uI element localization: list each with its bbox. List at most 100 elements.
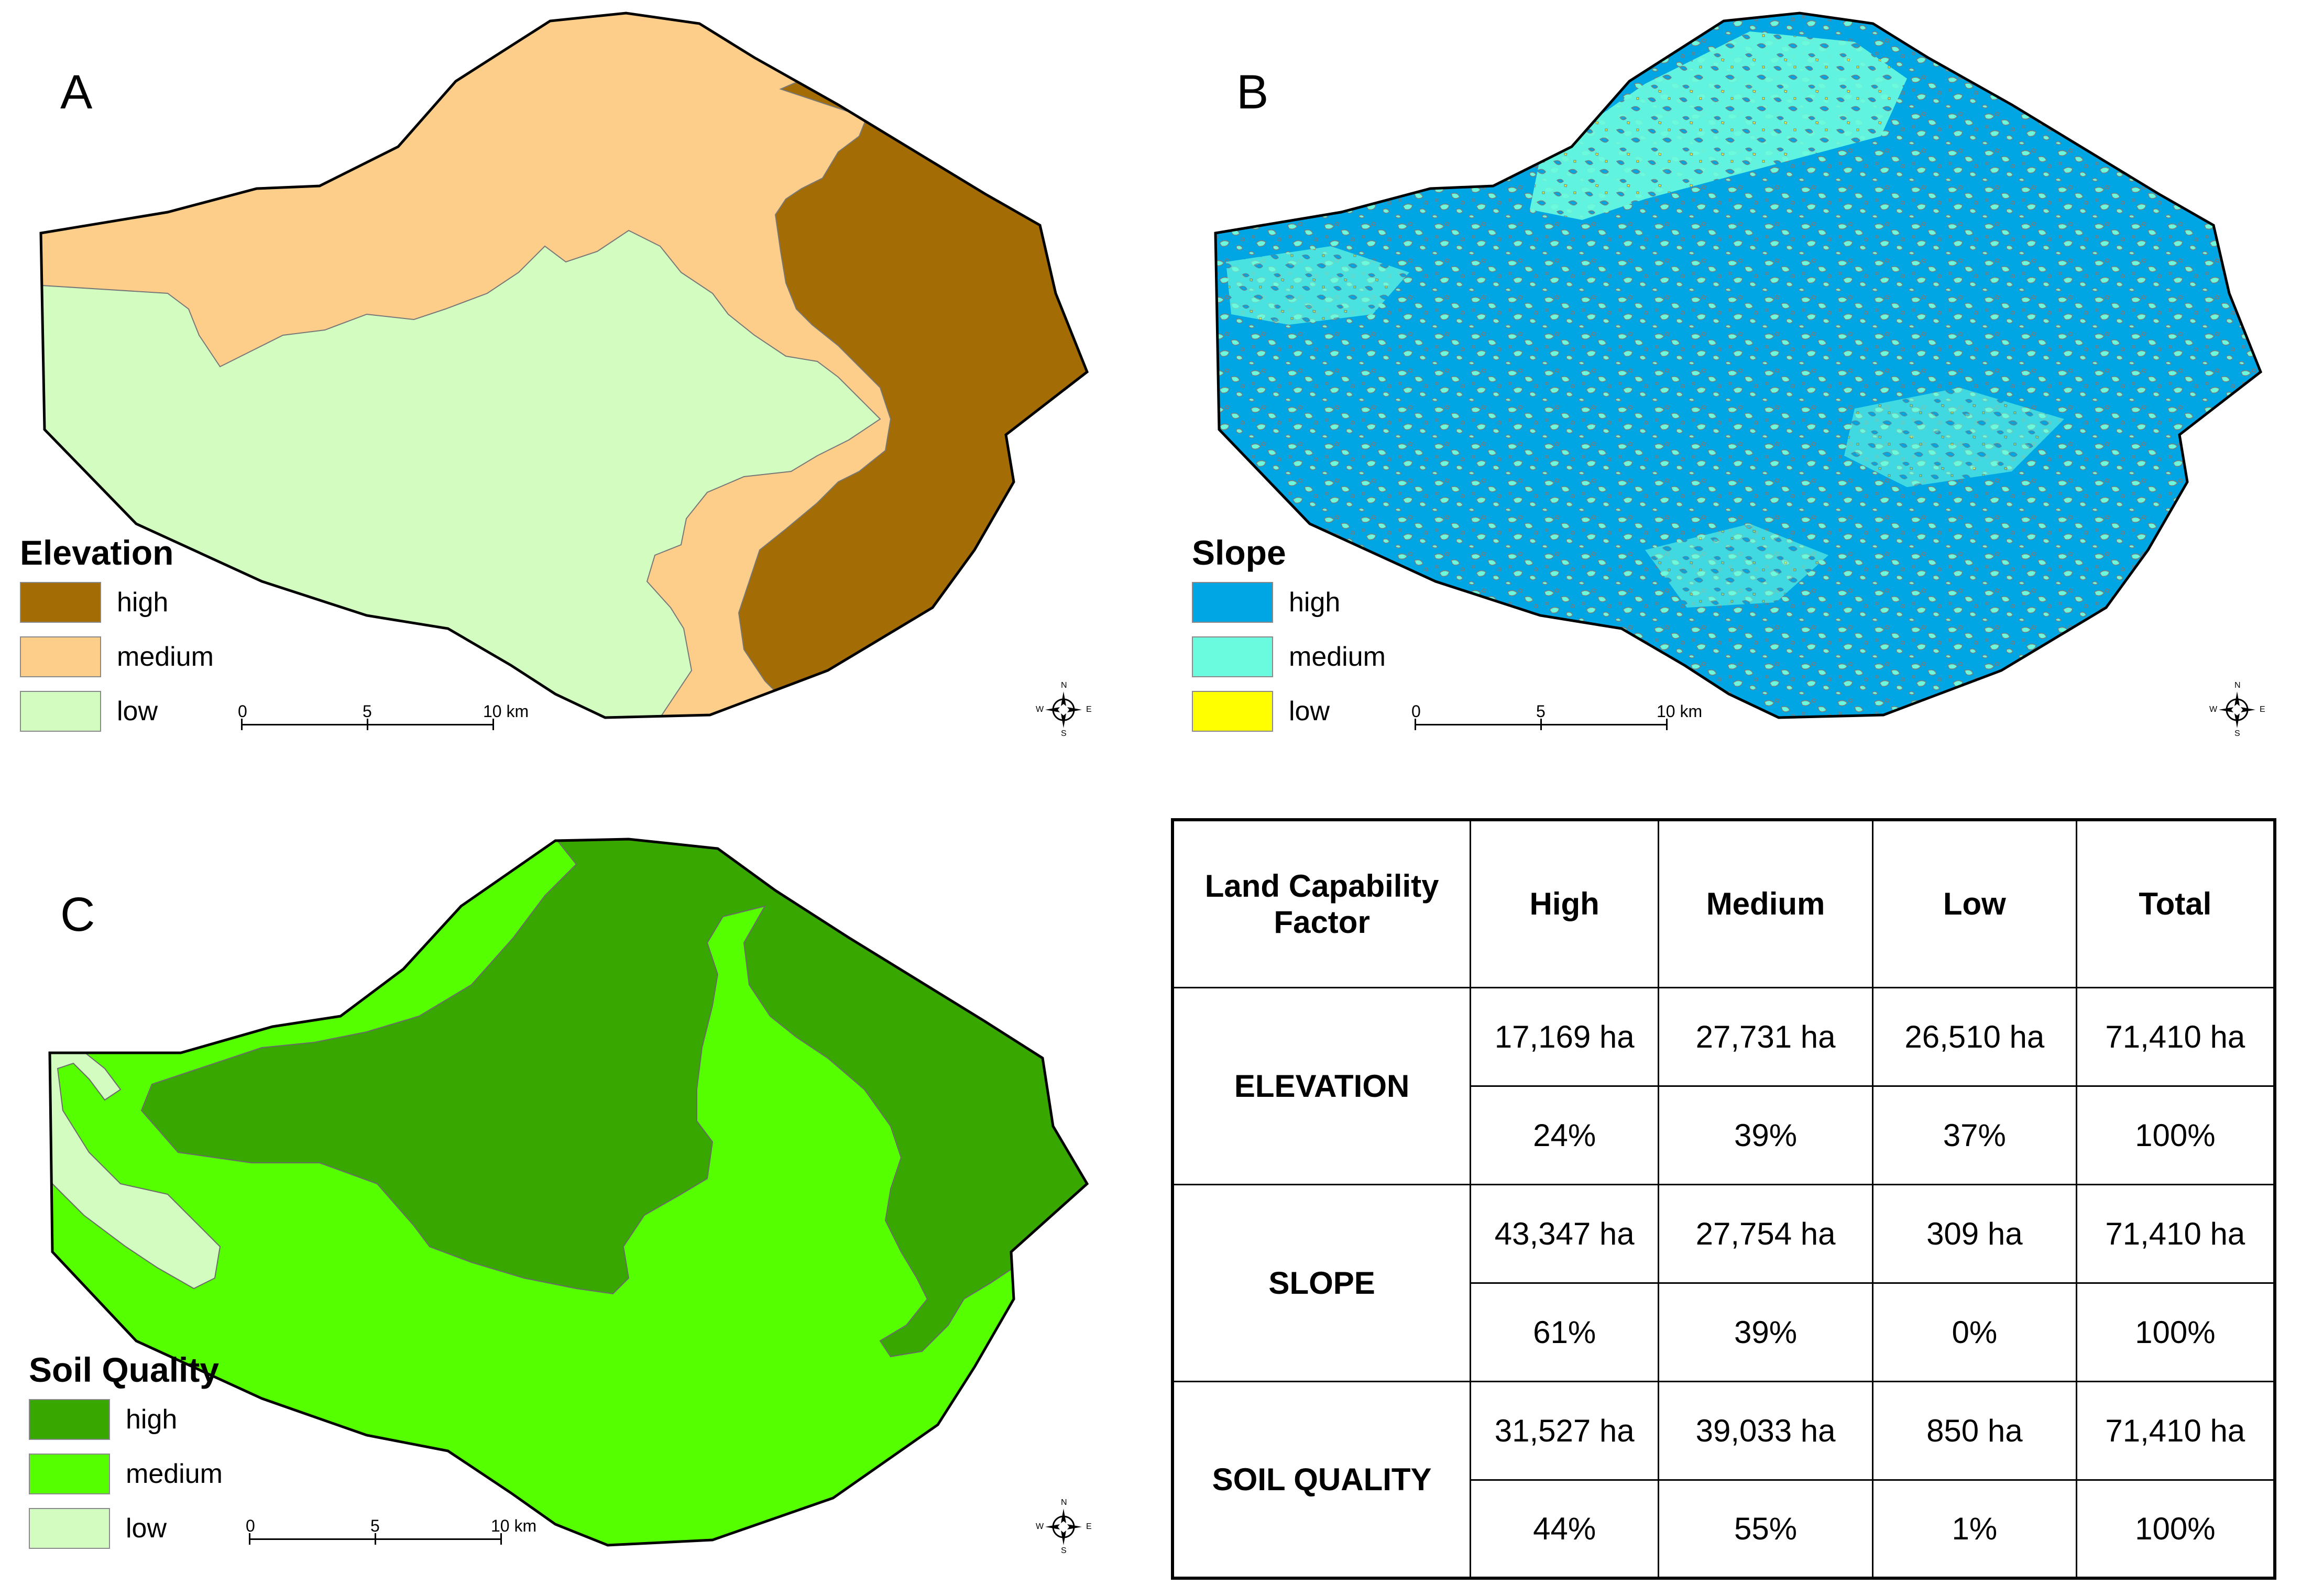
legend-item-low: low [29, 1507, 223, 1549]
table-cell: 100% [2075, 1085, 2276, 1185]
soil-quality-legend: Soil Quality high medium low [29, 1352, 223, 1562]
elevation-map [0, 0, 1126, 760]
legend-label: medium [117, 642, 214, 672]
legend-label: medium [126, 1459, 223, 1489]
legend-swatch-low [29, 1508, 110, 1549]
soil-low-zone [50, 1047, 221, 1290]
table-cell: 17,169 ha [1470, 986, 1660, 1087]
legend-swatch-medium [20, 636, 101, 677]
header-land-capability-factor: Land Capability Factor [1171, 819, 1472, 988]
legend-label: low [1289, 696, 1330, 727]
header-low: Low [1871, 819, 2077, 988]
factor-elevation: ELEVATION [1171, 986, 1472, 1185]
elevation-legend: Elevation high medium low [20, 535, 214, 745]
legend-item-low: low [1192, 690, 1386, 732]
panel-letter-a: A [60, 65, 93, 119]
table-header-row: Land Capability Factor High Medium Low T… [1171, 819, 2276, 988]
panel-letter-b: B [1236, 65, 1269, 119]
table-cell: 39,033 ha [1658, 1380, 1873, 1481]
legend-title: Soil Quality [29, 1350, 220, 1389]
table-cell: 43,347 ha [1470, 1183, 1660, 1284]
header-total: Total [2075, 819, 2276, 988]
legend-item-high: high [1192, 581, 1386, 623]
legend-swatch-high [20, 582, 101, 623]
legend-item-medium: medium [20, 636, 214, 678]
table-row: 61% 39% 0% 100% [1173, 1282, 2276, 1382]
legend-swatch-medium [29, 1454, 110, 1494]
scale-label-10km: 10 km [491, 1516, 537, 1535]
table-cell: 71,410 ha [2075, 986, 2276, 1087]
panel-soil-quality-map: C Soil Quality high medium low 0 5 10 km… [0, 817, 1126, 1596]
header-high: High [1470, 819, 1660, 988]
table-row: 24% 39% 37% 100% [1173, 1085, 2276, 1185]
legend-item-low: low [20, 690, 214, 732]
table-cell: 61% [1470, 1282, 1660, 1382]
table-cell: 71,410 ha [2075, 1183, 2276, 1284]
legend-item-high: high [29, 1399, 223, 1440]
table-cell: 100% [2075, 1479, 2276, 1579]
table-cell: 26,510 ha [1871, 986, 2077, 1087]
panel-elevation-map: A Elevation high medium low 0 5 10 km N … [0, 0, 1126, 760]
legend-title: Elevation [20, 533, 174, 572]
scale-label-0: 0 [246, 1516, 255, 1535]
scale-label-0: 0 [238, 702, 247, 721]
table-cell: 31,527 ha [1470, 1380, 1660, 1481]
header-medium: Medium [1658, 819, 1873, 988]
table-row: SLOPE 43,347 ha 27,754 ha 309 ha 71,410 … [1171, 1183, 2276, 1382]
legend-item-medium: medium [1192, 636, 1386, 678]
table-cell: 100% [2075, 1282, 2276, 1382]
table-cell: 44% [1470, 1479, 1660, 1579]
table-row: 44% 55% 1% 100% [1173, 1479, 2276, 1579]
legend-label: low [126, 1513, 167, 1544]
legend-label: low [117, 696, 158, 727]
scale-label-10km: 10 km [483, 702, 529, 721]
legend-swatch-high [1192, 582, 1273, 623]
slope-medium-zone [1530, 31, 1907, 220]
panel-letter-c: C [60, 888, 95, 941]
scale-label-5: 5 [370, 1516, 380, 1535]
legend-item-high: high [20, 581, 214, 623]
north-arrow-icon: N S W E [1036, 681, 1092, 738]
legend-label: high [117, 587, 169, 618]
legend-label: high [126, 1404, 178, 1435]
slope-legend: Slope high medium low [1192, 535, 1386, 745]
table-cell: 27,731 ha [1658, 986, 1873, 1087]
legend-label: medium [1289, 642, 1386, 672]
slope-map [1174, 0, 2301, 760]
table-cell: 24% [1470, 1085, 1660, 1185]
table-cell: 37% [1871, 1085, 2077, 1185]
legend-title: Slope [1192, 533, 1286, 572]
scale-bar: 0 5 10 km [246, 1516, 536, 1553]
table-cell: 55% [1658, 1479, 1873, 1579]
scale-bar: 0 5 10 km [238, 702, 529, 739]
legend-swatch-medium [1192, 636, 1273, 677]
scale-label-10km: 10 km [1657, 702, 1703, 721]
soil-quality-map [0, 817, 1126, 1596]
north-arrow-icon: N S W E [2209, 681, 2265, 738]
legend-swatch-low [1192, 691, 1273, 732]
legend-swatch-low [20, 691, 101, 732]
table-cell: 71,410 ha [2075, 1380, 2276, 1481]
land-capability-table: Land Capability Factor High Medium Low T… [1171, 818, 2276, 1580]
scale-label-0: 0 [1411, 702, 1421, 721]
table-cell: 1% [1871, 1479, 2077, 1579]
legend-item-medium: medium [29, 1453, 223, 1495]
soil-high-zone [140, 839, 1087, 1358]
table-row: ELEVATION 17,169 ha 27,731 ha 26,510 ha … [1171, 986, 2276, 1185]
table-cell: 39% [1658, 1085, 1873, 1185]
table-cell: 27,754 ha [1658, 1183, 1873, 1284]
scale-bar: 0 5 10 km [1411, 702, 1702, 739]
panel-slope-map: B Slope high medium low 0 5 10 km N S W … [1174, 0, 2301, 760]
factor-soil-quality: SOIL QUALITY [1171, 1380, 1472, 1579]
north-arrow-icon: N S W E [1036, 1498, 1092, 1555]
table-row: SOIL QUALITY 31,527 ha 39,033 ha 850 ha … [1171, 1380, 2276, 1579]
table-cell: 39% [1658, 1282, 1873, 1382]
scale-label-5: 5 [1536, 702, 1546, 721]
factor-slope: SLOPE [1171, 1183, 1472, 1382]
legend-label: high [1289, 587, 1341, 618]
scale-label-5: 5 [363, 702, 372, 721]
table-cell: 0% [1871, 1282, 2077, 1382]
legend-swatch-high [29, 1399, 110, 1440]
table-cell: 850 ha [1871, 1380, 2077, 1481]
table-cell: 309 ha [1871, 1183, 2077, 1284]
